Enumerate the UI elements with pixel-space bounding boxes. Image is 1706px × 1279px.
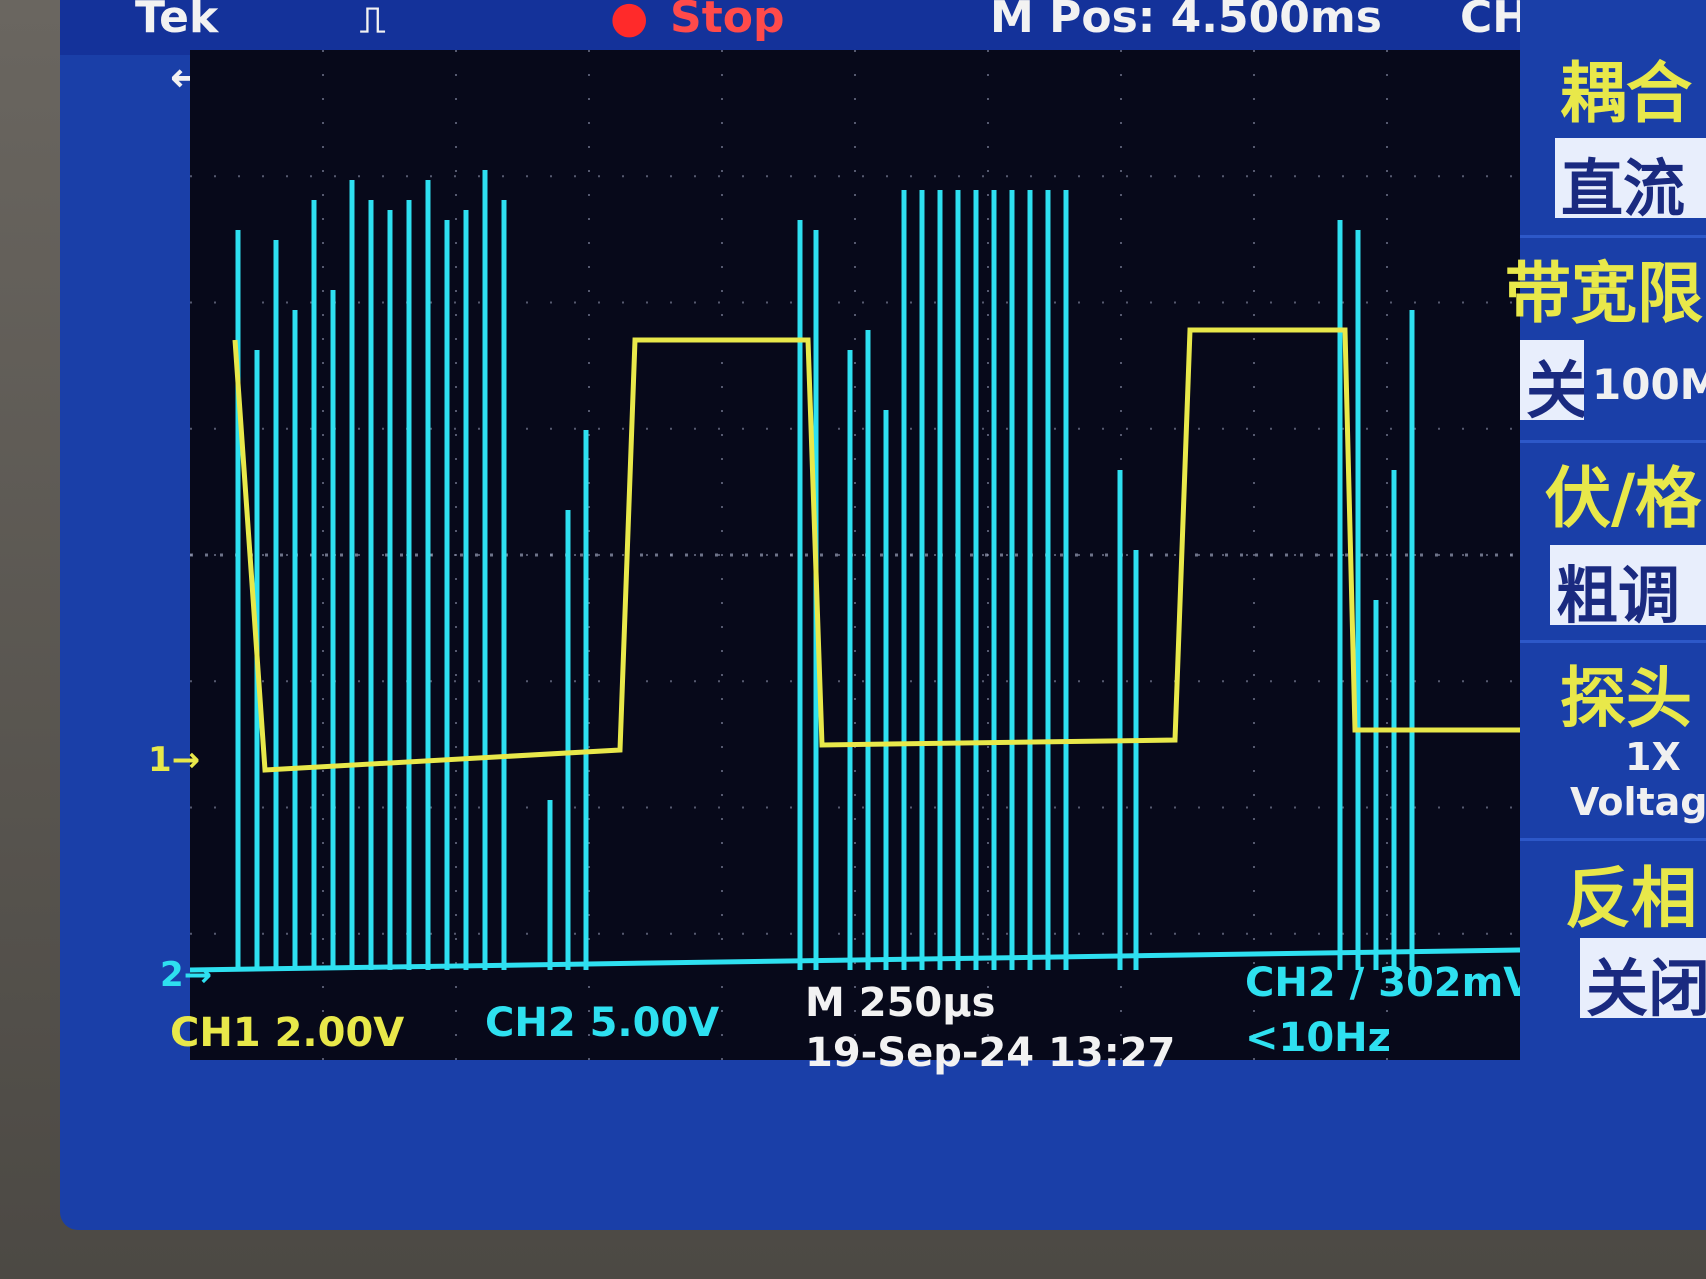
- waveform-graph: [190, 50, 1520, 1060]
- menu-invert-label: 反相: [1565, 860, 1697, 937]
- menu-bw-limit-label: 带宽限: [1505, 255, 1703, 332]
- ch1-ground-marker: 1→: [148, 740, 201, 780]
- brand-logo: Tek: [135, 0, 219, 43]
- run-status: Stop: [670, 0, 785, 43]
- ch2-ground-marker: 2→: [160, 955, 213, 995]
- datetime: 19-Sep-24 13:27: [805, 1030, 1176, 1076]
- ch2-baseline: [190, 947, 1520, 973]
- menu-separator: [1520, 440, 1706, 443]
- menu-coupling-label: 耦合: [1560, 55, 1692, 132]
- ch1-trace: [232, 327, 1520, 773]
- menu-separator: [1520, 235, 1706, 238]
- horizontal-position: M Pos: 4.500ms: [990, 0, 1382, 43]
- oscilloscope-screen: Tek ⎍ ● Stop M Pos: 4.500ms CH1 ← 1→ 2→ …: [60, 0, 1706, 1230]
- channel-menu: 耦合 直流 带宽限 关 100M 伏/格 粗调 探头 1X Voltage 反相…: [1505, 0, 1706, 1060]
- stop-indicator-icon: ●: [610, 0, 649, 43]
- menu-bw-toggle-button[interactable]: 关: [1520, 340, 1584, 420]
- ch2-scale: CH2 5.00V: [485, 1000, 720, 1046]
- menu-volts-div-button[interactable]: 粗调: [1550, 545, 1706, 625]
- menu-coupling-button[interactable]: 直流: [1555, 138, 1706, 218]
- menu-probe-label: 探头: [1560, 660, 1692, 737]
- menu-probe-type[interactable]: Voltage: [1570, 780, 1706, 824]
- waveform-display: [190, 50, 1520, 1060]
- menu-separator: [1520, 640, 1706, 643]
- menu-separator: [1520, 838, 1706, 841]
- trigger-icon: ⎍: [360, 0, 386, 41]
- timebase: M 250µs: [805, 980, 996, 1026]
- menu-probe-value[interactable]: 1X: [1625, 735, 1681, 779]
- trigger-frequency: <10Hz: [1245, 1015, 1391, 1061]
- status-bar: Tek ⎍ ● Stop M Pos: 4.500ms CH1: [60, 0, 1706, 55]
- menu-bw-frequency: 100M: [1592, 360, 1706, 409]
- trigger-setting: CH2 ∕ 302mV: [1245, 960, 1535, 1006]
- ch1-scale: CH1 2.00V: [170, 1010, 405, 1056]
- menu-volts-div-label: 伏/格: [1545, 460, 1702, 537]
- menu-invert-button[interactable]: 关闭: [1580, 938, 1706, 1018]
